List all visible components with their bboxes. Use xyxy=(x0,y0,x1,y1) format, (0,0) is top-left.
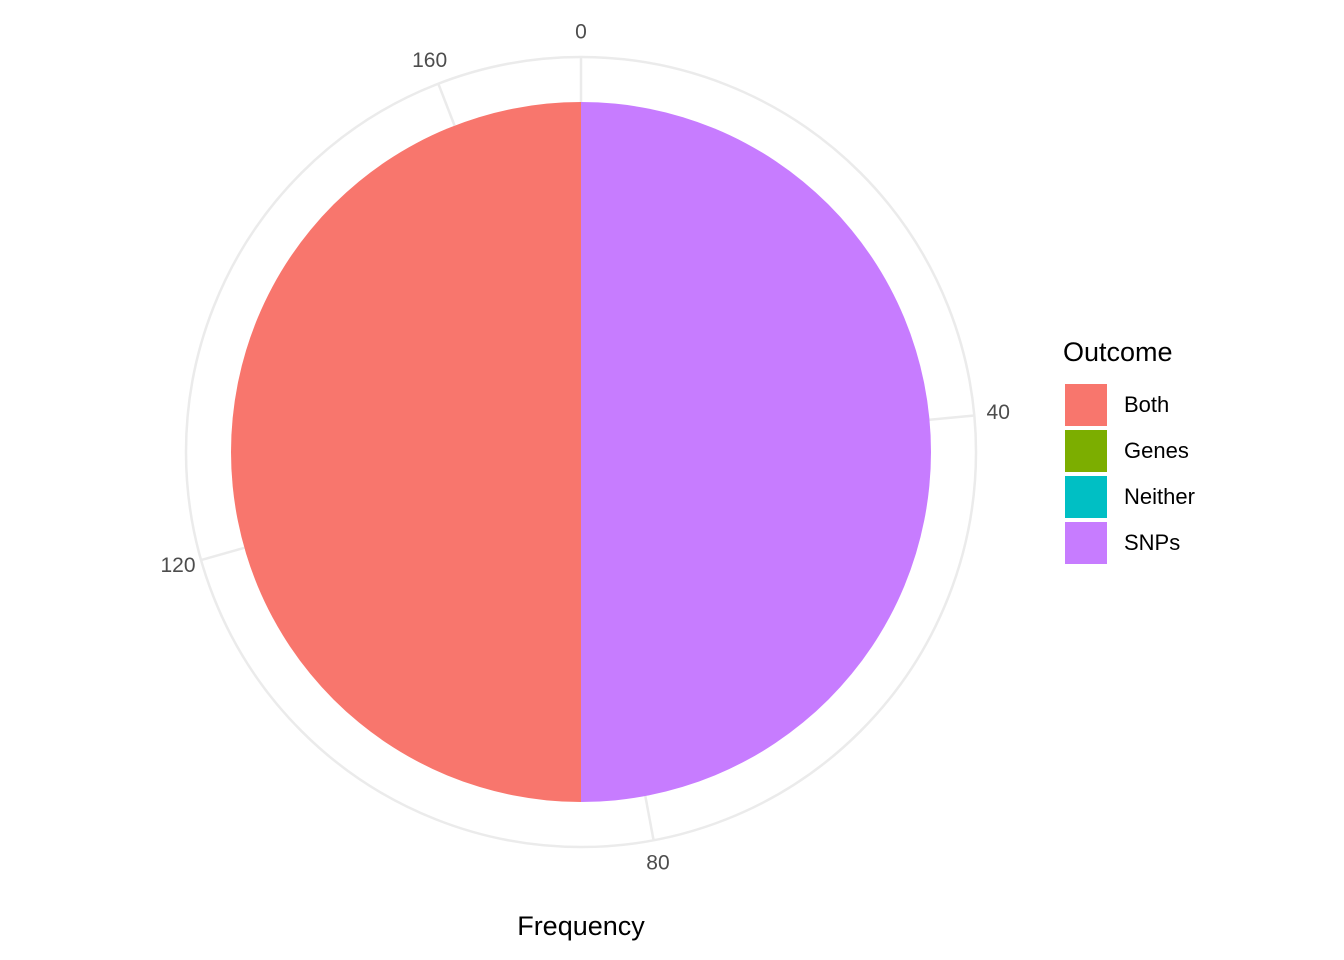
legend-label: Both xyxy=(1124,392,1169,417)
theta-tick-label: 40 xyxy=(987,401,1010,424)
legend-label: SNPs xyxy=(1124,530,1180,555)
pie-slice xyxy=(581,102,931,802)
grid-line xyxy=(437,83,456,127)
grid-line xyxy=(200,546,245,562)
grid-line xyxy=(929,414,975,421)
legend-swatch xyxy=(1065,522,1107,564)
legend-label: Genes xyxy=(1124,438,1189,463)
theta-tick-label: 0 xyxy=(575,21,587,44)
x-axis-title: Frequency xyxy=(517,911,645,941)
pie-slice xyxy=(231,102,581,802)
legend-swatch xyxy=(1065,430,1107,472)
legend-swatch xyxy=(1065,476,1107,518)
legend-swatch xyxy=(1065,384,1107,426)
theta-tick-label: 160 xyxy=(412,49,447,72)
legend-title: Outcome xyxy=(1063,337,1173,367)
legend-label: Neither xyxy=(1124,484,1195,509)
theta-tick-label: 80 xyxy=(646,851,669,874)
grid-line xyxy=(644,795,655,841)
theta-tick-label: 120 xyxy=(160,554,195,577)
